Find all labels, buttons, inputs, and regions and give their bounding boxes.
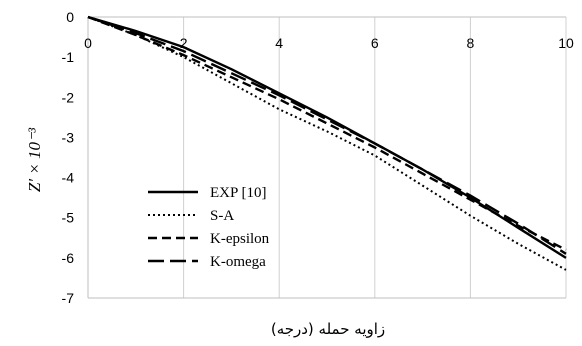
x-tick-label: 4 — [275, 35, 283, 51]
y-tick-label: 0 — [66, 9, 74, 25]
y-tick-label: -4 — [62, 170, 75, 186]
y-tick-label: -3 — [62, 129, 75, 145]
series-lines — [87, 15, 567, 271]
y-tick-label: -5 — [62, 210, 75, 226]
y-tick-label: -2 — [62, 89, 75, 105]
y-axis-label: Z′ × 10⁻³ — [25, 127, 44, 192]
y-tick-label: -6 — [62, 250, 75, 266]
legend-label: K-omega — [210, 254, 266, 270]
series-line-k-omega — [87, 15, 567, 255]
x-tick-labels: 0 2 4 6 8 10 — [84, 35, 574, 51]
y-tick-labels: 0 -1 -2 -3 -4 -5 -6 -7 — [62, 9, 75, 306]
grid-lines — [183, 17, 567, 298]
y-tick-label: -1 — [62, 49, 75, 65]
x-tick-label: 0 — [84, 35, 92, 51]
x-tick-label: 6 — [371, 35, 379, 51]
legend-label: K-epsilon — [210, 231, 270, 247]
x-tick-label: 8 — [467, 35, 475, 51]
legend: EXP [10] S-A K-epsilon K-omega — [148, 185, 270, 270]
x-tick-label: 2 — [180, 35, 188, 51]
series-line-s-a — [87, 16, 567, 271]
y-tick-label: -7 — [62, 290, 75, 306]
series-line-exp-10 — [87, 15, 567, 259]
x-tick-label: 10 — [558, 35, 574, 51]
legend-label: EXP [10] — [210, 185, 267, 201]
legend-label: S-A — [210, 208, 234, 224]
axes — [87, 16, 566, 299]
series-line-k-epsilon — [87, 15, 567, 251]
x-axis-label: زاویه حمله (درجه) — [271, 320, 385, 338]
